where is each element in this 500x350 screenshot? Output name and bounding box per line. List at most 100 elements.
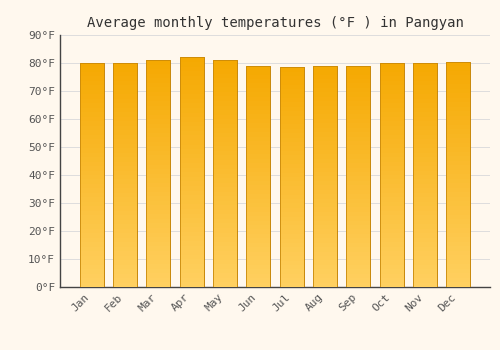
- Bar: [146, 110, 171, 115]
- Bar: [146, 60, 171, 287]
- Bar: [146, 237, 171, 241]
- Bar: [313, 141, 337, 146]
- Bar: [80, 121, 104, 126]
- Bar: [280, 133, 303, 138]
- Bar: [180, 200, 204, 204]
- Bar: [246, 123, 270, 128]
- Bar: [346, 198, 370, 203]
- Bar: [380, 63, 404, 68]
- Bar: [313, 154, 337, 159]
- Bar: [413, 81, 437, 85]
- Bar: [213, 151, 237, 155]
- Bar: [446, 242, 470, 246]
- Bar: [446, 62, 470, 66]
- Bar: [146, 160, 171, 164]
- Bar: [80, 81, 104, 85]
- Bar: [413, 197, 437, 202]
- Bar: [346, 230, 370, 234]
- Bar: [346, 172, 370, 176]
- Bar: [113, 63, 137, 287]
- Bar: [180, 90, 204, 94]
- Bar: [113, 233, 137, 238]
- Bar: [146, 273, 171, 278]
- Bar: [280, 199, 303, 203]
- Bar: [246, 269, 270, 274]
- Bar: [113, 117, 137, 121]
- Bar: [446, 215, 470, 219]
- Bar: [246, 172, 270, 176]
- Bar: [313, 101, 337, 106]
- Bar: [313, 168, 337, 172]
- Bar: [213, 169, 237, 174]
- Bar: [180, 57, 204, 62]
- Bar: [146, 255, 171, 260]
- Bar: [80, 90, 104, 94]
- Bar: [246, 185, 270, 190]
- Bar: [346, 274, 370, 278]
- Bar: [146, 142, 171, 146]
- Bar: [446, 233, 470, 237]
- Bar: [246, 176, 270, 181]
- Bar: [113, 68, 137, 72]
- Bar: [280, 265, 303, 270]
- Bar: [413, 170, 437, 175]
- Bar: [446, 116, 470, 120]
- Bar: [113, 193, 137, 197]
- Bar: [346, 265, 370, 269]
- Bar: [146, 260, 171, 264]
- Bar: [213, 187, 237, 192]
- Bar: [80, 126, 104, 130]
- Bar: [113, 112, 137, 117]
- Bar: [380, 153, 404, 157]
- Bar: [346, 282, 370, 287]
- Bar: [346, 92, 370, 97]
- Bar: [80, 175, 104, 180]
- Bar: [313, 88, 337, 92]
- Bar: [213, 201, 237, 205]
- Bar: [213, 192, 237, 196]
- Bar: [380, 202, 404, 206]
- Bar: [346, 119, 370, 123]
- Bar: [446, 210, 470, 215]
- Bar: [80, 148, 104, 153]
- Bar: [80, 184, 104, 188]
- Bar: [180, 145, 204, 149]
- Bar: [313, 132, 337, 137]
- Bar: [280, 190, 303, 195]
- Bar: [180, 282, 204, 287]
- Bar: [213, 219, 237, 224]
- Bar: [346, 163, 370, 168]
- Bar: [380, 242, 404, 247]
- Bar: [213, 205, 237, 210]
- Bar: [246, 79, 270, 84]
- Bar: [213, 255, 237, 260]
- Bar: [113, 180, 137, 184]
- Bar: [113, 153, 137, 157]
- Bar: [413, 94, 437, 99]
- Bar: [213, 97, 237, 101]
- Bar: [346, 252, 370, 256]
- Bar: [146, 97, 171, 101]
- Bar: [146, 224, 171, 228]
- Bar: [313, 274, 337, 278]
- Bar: [313, 146, 337, 150]
- Bar: [113, 215, 137, 220]
- Bar: [113, 224, 137, 229]
- Bar: [80, 242, 104, 247]
- Bar: [113, 202, 137, 206]
- Bar: [180, 117, 204, 122]
- Bar: [246, 238, 270, 243]
- Bar: [213, 160, 237, 164]
- Bar: [113, 278, 137, 282]
- Bar: [380, 269, 404, 274]
- Bar: [346, 97, 370, 101]
- Bar: [80, 144, 104, 148]
- Bar: [313, 172, 337, 176]
- Bar: [146, 201, 171, 205]
- Bar: [246, 243, 270, 247]
- Bar: [446, 219, 470, 224]
- Bar: [246, 194, 270, 198]
- Bar: [380, 103, 404, 108]
- Bar: [146, 282, 171, 287]
- Bar: [246, 101, 270, 106]
